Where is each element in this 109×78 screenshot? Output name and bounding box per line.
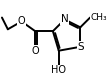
Text: N: N — [61, 15, 69, 24]
Text: O: O — [18, 16, 25, 26]
Text: S: S — [77, 42, 84, 52]
Text: O: O — [31, 46, 39, 56]
Text: CH₃: CH₃ — [90, 13, 107, 22]
Text: HO: HO — [51, 65, 66, 75]
